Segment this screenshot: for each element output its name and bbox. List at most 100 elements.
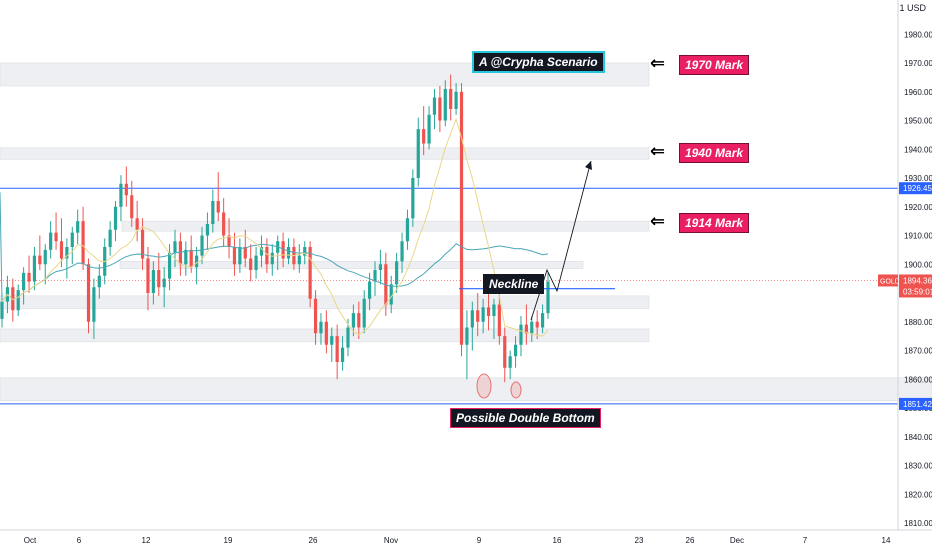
- candle-body: [519, 324, 523, 345]
- candle-body: [530, 321, 534, 334]
- price-tick-label: 1920.00: [904, 203, 932, 212]
- candle-body: [427, 114, 431, 144]
- candle-body: [32, 255, 37, 282]
- candle-body: [16, 290, 20, 311]
- candle-body: [459, 91, 464, 345]
- price-tick-label: 1820.00: [904, 490, 932, 499]
- candle-body: [281, 241, 285, 259]
- price-tick-label: 1880.00: [904, 318, 932, 327]
- candle-body: [503, 336, 507, 368]
- price-tick-label: 1950.00: [904, 117, 932, 126]
- arrow-left-icon: ⇐: [650, 141, 666, 162]
- candle-body: [389, 284, 393, 305]
- candle-body: [216, 201, 220, 213]
- candle-body: [535, 321, 539, 328]
- double-bottom-marker: [510, 381, 522, 399]
- candle-body: [443, 88, 447, 121]
- candle-body: [476, 310, 480, 322]
- arrow-left-icon: ⇐: [650, 53, 666, 74]
- price-tick-label: 1930.00: [904, 174, 932, 183]
- candle-body: [184, 249, 188, 265]
- candle-body: [470, 310, 474, 328]
- symbol-tag: [878, 274, 898, 287]
- candle-body: [313, 298, 318, 334]
- price-tick-label: 1900.00: [904, 260, 932, 269]
- candle-body: [481, 307, 485, 322]
- time-tick-label: 23: [635, 536, 644, 545]
- candle-body: [238, 247, 242, 265]
- time-tick-label: Oct: [24, 536, 37, 545]
- candle-body: [297, 255, 301, 265]
- candle-body: [167, 252, 172, 279]
- neckline-label: Neckline: [483, 274, 545, 294]
- candle-body: [270, 252, 274, 265]
- candle-body: [222, 212, 226, 236]
- time-tick-label: 6: [77, 536, 82, 545]
- support-zone: [119, 261, 584, 269]
- candle-body: [546, 281, 550, 314]
- candle-body: [0, 301, 4, 319]
- time-tick-label: 26: [686, 536, 695, 545]
- candle-body: [340, 347, 345, 362]
- candle-body: [157, 270, 161, 288]
- candle-body: [27, 272, 31, 282]
- candle-body: [108, 229, 112, 247]
- candle-body: [227, 235, 231, 247]
- candle-body: [400, 241, 404, 262]
- candle-body: [432, 97, 437, 115]
- candle-body: [438, 97, 442, 121]
- candle-body: [140, 229, 145, 259]
- price-tick-label: 1910.00: [904, 232, 932, 241]
- candle-body: [146, 258, 150, 293]
- price-tick-label: 1870.00: [904, 347, 932, 356]
- candle-body: [346, 327, 350, 348]
- currency-label: 1 USD: [899, 3, 926, 13]
- price-tick-label: 1810.00: [904, 519, 932, 528]
- candle-body: [22, 272, 26, 291]
- candle-body: [454, 91, 458, 109]
- candle-body: [70, 232, 74, 247]
- price-tick-label: 1840.00: [904, 433, 932, 442]
- candle-body: [119, 183, 123, 207]
- candle-body: [513, 344, 518, 357]
- level-tag: [899, 397, 932, 410]
- candle-body: [411, 178, 415, 219]
- candle-body: [351, 313, 355, 328]
- time-tick-label: 26: [309, 536, 318, 545]
- time-tick-label: 9: [477, 536, 482, 545]
- candle-body: [308, 247, 312, 299]
- candle-body: [265, 247, 269, 265]
- slow-moving-average: [0, 192, 549, 304]
- arrow-left-icon: ⇐: [650, 211, 666, 232]
- double-bottom-marker: [476, 373, 492, 399]
- candle-body: [65, 247, 69, 259]
- candle-body: [92, 287, 96, 322]
- candle-body: [324, 321, 328, 345]
- candle-body: [54, 232, 58, 242]
- candle-body: [303, 247, 307, 256]
- fast-moving-average: [1, 117, 549, 337]
- scenario-label: A @Crypha Scenario: [472, 51, 605, 73]
- candle-body: [319, 321, 323, 334]
- time-tick-label: Nov: [384, 536, 398, 545]
- candle-body: [38, 255, 42, 265]
- candle-body: [211, 201, 215, 224]
- candle-body: [524, 324, 528, 334]
- candle-body: [357, 313, 361, 328]
- candle-body: [173, 241, 177, 253]
- candle-body: [368, 281, 372, 299]
- candle-body: [378, 264, 383, 270]
- candle-body: [232, 247, 237, 265]
- candle-body: [449, 88, 453, 109]
- candle-body: [86, 264, 91, 322]
- time-tick-label: 12: [142, 536, 151, 545]
- candle-body: [330, 336, 334, 345]
- candle-body: [508, 356, 512, 368]
- candle-body: [189, 249, 193, 268]
- double-bottom-label: Possible Double Bottom: [450, 408, 601, 428]
- candle-body: [243, 247, 247, 259]
- candle-body: [373, 270, 377, 282]
- price-tick-label: 1980.00: [904, 30, 932, 39]
- candle-body: [151, 270, 155, 293]
